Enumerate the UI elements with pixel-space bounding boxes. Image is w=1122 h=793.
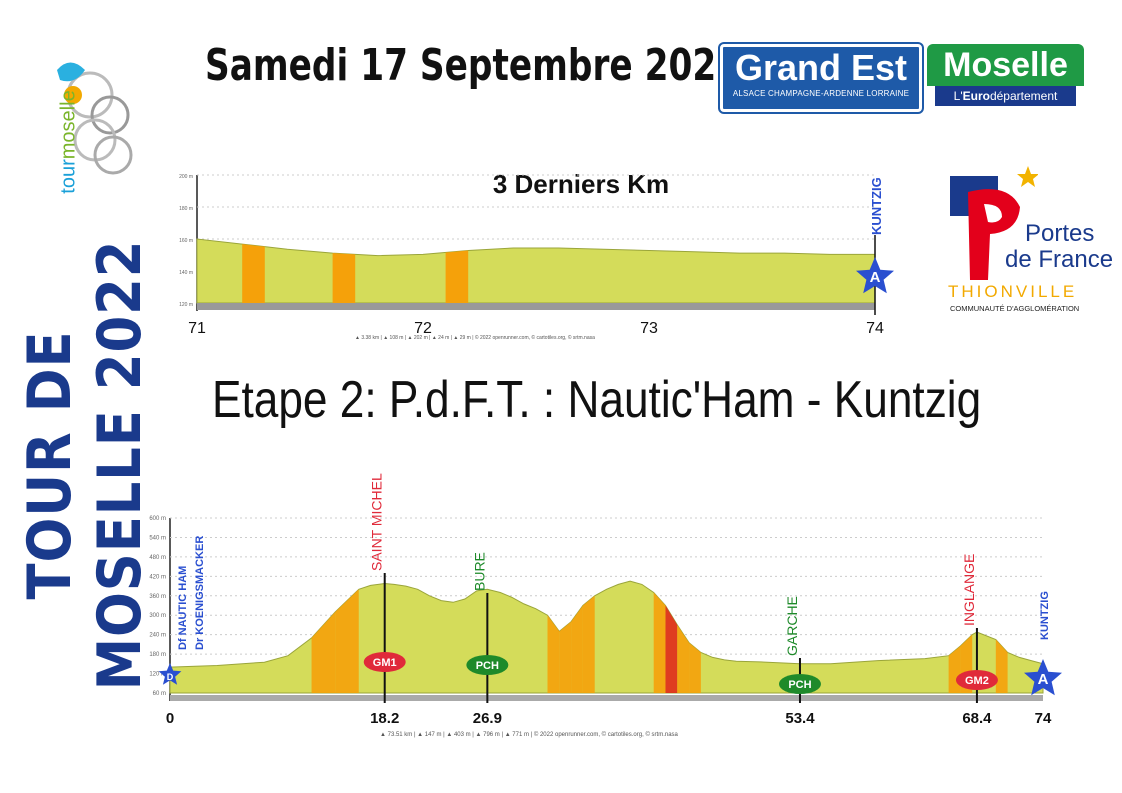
side-title: TOUR DE MOSELLE 2022 [15,239,155,691]
chart1-climb-segment [445,250,469,303]
chart1-x-tick-label: 72 [414,320,432,337]
moselle-logo: Moselle L'Eurodépartement [927,44,1084,110]
chart2-footer: ▲ 73.51 km | ▲ 147 m | ▲ 403 m | ▲ 796 m… [380,731,679,738]
chart2-point-0-label2: Dr KOENIGSMACKER [194,536,206,650]
chart1-y-tick-label: 160 m [179,238,193,244]
chart2-y-tick-label: 180 m [149,652,166,658]
chart2-point-5-finish-star [1024,659,1062,696]
chart2-gradient-segment [571,605,583,693]
chart2-point-1-label: SAINT MICHEL [369,473,385,571]
chart2-point-1-badge [363,652,406,672]
chart1-y-tick-label: 140 m [179,270,193,276]
chart2-point-1-badge-text: GM1 [373,657,397,669]
chart2-gradient-segment [547,615,560,693]
chart2-point-5-finish-letter: A [1038,671,1049,688]
chart2-x-tick-label: 74 [1035,710,1052,727]
chart1-climb-segment [332,253,356,303]
chart1-y-tick-label: 120 m [179,302,193,308]
chart2-x-tick-label: 0 [166,710,174,727]
stage-profile-chart: 60 m 120 m 180 m 240 m 300 m 360 m 420 m 480 m 5… [149,473,1062,738]
grand-est-title: Grand Est [734,47,908,88]
chart2-gradient-segment [559,621,572,693]
chart2-x-tick-label: 26.9 [473,710,502,727]
chart2-point-0-start-letter: D [167,672,174,682]
chart2-y-tick-label: 300 m [149,613,166,619]
moselle-sub-pre: L' [953,89,963,103]
chart2-point-2-badge-text: PCH [476,660,499,672]
chart2-gradient-segment [653,592,666,693]
chart2-point-2-label: BURE [471,552,487,591]
chart2-gradient-segment [689,642,701,693]
grand-est-logo: Grand Est ALSACE CHAMPAGNE-ARDENNE LORRA… [720,44,922,112]
chart2-point-4-badge-text: GM2 [965,675,989,687]
chart1-y-tick-label: 200 m [179,174,193,180]
chart2-point-4-label: INGLANGE [961,554,977,626]
chart2-x-axis-band [170,695,1043,701]
chart2-x-tick-label: 53.4 [785,710,815,727]
logo-line2: moselle [57,90,80,160]
moselle-sub-bold: Euro [962,89,990,103]
chart2-elevation-area [169,580,1044,694]
chart2-gradient-segment [582,595,595,693]
chart1-x-axis-band [197,303,875,310]
portes-de-france-logo: Portes de France THIONVILLE COMMUNAUTÉ D… [940,162,1113,322]
chart1-finish-star [856,257,894,294]
chart1-title: 3 Derniers Km [493,169,669,199]
stage-title: Etape 2: P.d.F.T. : Nautic'Ham - Kuntzig [212,371,982,429]
last-3km-chart: 3 Derniers Km 120 m 140 m 160 m 180 m 200 m 7… [179,169,894,341]
moselle-title: Moselle [927,44,1084,86]
chart2-y-tick-label: 540 m [149,535,166,541]
chart2-point-3-label: GARCHE [784,596,800,656]
chart1-elevation-area [196,238,876,304]
chart1-finish-letter: A [870,269,881,286]
chart1-x-tick-label: 71 [188,320,206,337]
chart2-x-tick-label: 18.2 [370,710,399,727]
chart2-point-0-label1: Df NAUTIC HAM [177,566,189,650]
chart2-y-tick-label: 480 m [149,555,166,561]
chart1-finish-label: KUNTZIG [869,177,884,235]
chart2-gradient-segment [335,589,359,693]
chart1-climb-segment [242,244,265,303]
pdf-line3: THIONVILLE [948,282,1078,301]
chart2-gradient-segment [995,639,1008,693]
grand-est-subtitle: ALSACE CHAMPAGNE-ARDENNE LORRAINE [732,89,910,98]
chart1-x-tick-label: 74 [866,320,884,337]
chart2-y-tick-label: 360 m [149,594,166,600]
moselle-sub-post: département [989,89,1058,103]
chart2-point-3-badge-text: PCH [788,679,811,691]
chart2-gradient-segment [948,646,961,693]
chart2-point-4-badge [955,670,998,690]
chart1-y-tick-label: 180 m [179,206,193,212]
chart2-gradient-segment [311,611,336,693]
pdf-line4: COMMUNAUTÉ D'AGGLOMÉRATION [950,304,1080,313]
chart2-gradient-segment [665,605,678,693]
chart2-point-0-start-star [158,663,182,685]
chart2-point-2-badge [466,655,509,675]
chart2-y-tick-label: 420 m [149,574,166,580]
chart2-gradient-segment [677,624,690,693]
chart2-x-tick-label: 68.4 [962,710,992,727]
chart2-y-tick-label: 600 m [149,516,166,522]
pdf-line1: Portes [1025,220,1095,247]
chart1-x-tick-label: 73 [640,320,658,337]
chart2-point-5-label: KUNTZIG [1039,591,1051,640]
chart2-y-tick-label: 60 m [153,691,166,697]
chart2-point-3-badge [778,674,821,694]
logo-line1: tour [57,159,80,194]
chart1-footer: ▲ 3.38 km | ▲ 108 m | ▲ 202 m | ▲ 24 m |… [355,334,595,341]
pdf-line2: de France [1005,246,1114,273]
chart2-y-tick-label: 240 m [149,633,166,639]
chart2-y-tick-label: 120 m [149,672,166,678]
tour-moselle-logo: tourmoselle [35,40,135,194]
